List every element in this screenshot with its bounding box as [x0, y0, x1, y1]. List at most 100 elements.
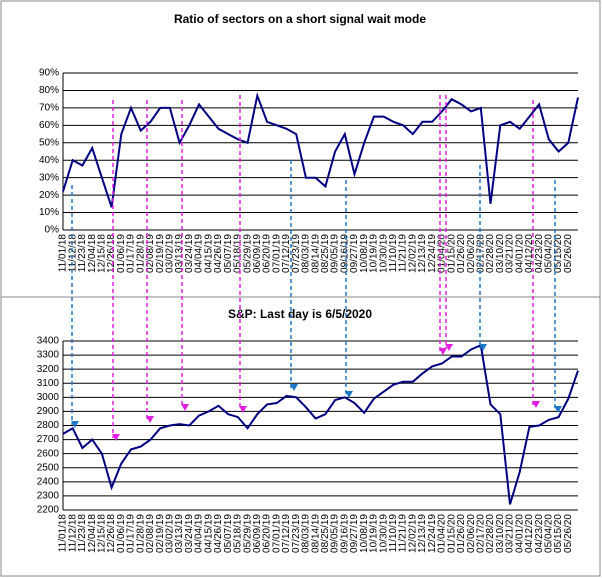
- x-tick-label: 10/19/19: [369, 234, 380, 273]
- x-tick-label: 04/04/19: [194, 234, 205, 273]
- y-tick-label: 2300: [37, 491, 60, 502]
- x-tick-label: 09/05/19: [330, 234, 341, 273]
- y-tick-label: 2600: [37, 448, 60, 459]
- x-tick-label: 12/13/19: [417, 234, 428, 273]
- x-tick-label: 12/02/19: [407, 234, 418, 273]
- y-tick-label: 20%: [39, 190, 59, 201]
- x-tick-label: 01/28/19: [135, 234, 146, 273]
- x-tick-label: 06/09/19: [252, 514, 263, 553]
- x-tick-label: 08/03/19: [301, 514, 312, 553]
- x-tick-label: 03/13/19: [174, 514, 185, 553]
- x-tick-label: 09/16/19: [339, 234, 350, 273]
- x-tick-label: 05/29/19: [242, 234, 253, 273]
- x-tick-label: 05/18/19: [233, 234, 244, 273]
- x-tick-label: 12/24/19: [427, 234, 438, 273]
- x-tick-label: 11/01/18: [58, 514, 69, 553]
- x-tick-label: 12/15/18: [97, 514, 108, 553]
- x-tick-label: 05/29/19: [242, 514, 253, 553]
- x-tick-label: 01/26/20: [456, 234, 467, 273]
- x-tick-label: 12/15/18: [97, 234, 108, 273]
- y-tick-label: 10%: [39, 207, 59, 218]
- x-tick-label: 10/30/19: [378, 514, 389, 553]
- y-tick-label: 50%: [39, 137, 59, 148]
- x-tick-label: 10/08/19: [359, 234, 370, 273]
- x-tick-label: 01/04/20: [437, 514, 448, 553]
- x-tick-label: 01/06/19: [116, 234, 127, 273]
- x-tick-label: 12/26/18: [106, 234, 117, 273]
- x-tick-label: 07/01/19: [271, 514, 282, 553]
- x-tick-label: 11/01/18: [58, 234, 69, 273]
- x-tick-label: 11/10/19: [388, 514, 399, 553]
- x-tick-label: 04/15/19: [203, 514, 214, 553]
- x-tick-label: 10/08/19: [359, 514, 370, 553]
- x-tick-label: 02/06/20: [466, 514, 477, 553]
- y-tick-label: 2700: [37, 434, 60, 445]
- x-tick-label: 05/26/20: [563, 514, 574, 553]
- y-tick-label: 2200: [37, 505, 60, 516]
- x-tick-label: 05/04/20: [543, 234, 554, 273]
- y-tick-label: 3200: [37, 364, 60, 375]
- x-tick-label: 02/08/19: [145, 514, 156, 553]
- x-tick-label: 02/19/19: [155, 514, 166, 553]
- x-tick-label: 02/28/20: [485, 514, 496, 553]
- x-tick-label: 05/07/19: [223, 234, 234, 273]
- x-tick-label: 04/23/20: [534, 234, 545, 273]
- x-tick-label: 04/23/20: [534, 514, 545, 553]
- x-tick-label: 04/01/20: [514, 514, 525, 553]
- x-tick-label: 01/15/20: [446, 514, 457, 553]
- x-tick-label: 06/09/19: [252, 234, 263, 273]
- x-tick-label: 12/04/18: [87, 514, 98, 553]
- y-tick-label: 2400: [37, 476, 60, 487]
- chart-title: S&P: Last day is 6/5/2020: [228, 307, 372, 321]
- x-tick-label: 06/20/19: [262, 234, 273, 273]
- x-tick-label: 01/28/19: [135, 514, 146, 553]
- y-tick-label: 40%: [39, 155, 59, 166]
- x-tick-label: 02/17/20: [475, 514, 486, 553]
- y-tick-label: 2500: [37, 462, 60, 473]
- x-tick-label: 04/26/19: [213, 234, 224, 273]
- x-tick-label: 10/30/19: [378, 234, 389, 273]
- x-tick-label: 05/26/20: [563, 234, 574, 273]
- y-tick-label: 3400: [37, 336, 60, 347]
- y-tick-label: 3100: [37, 378, 60, 389]
- x-tick-label: 04/26/19: [213, 514, 224, 553]
- x-tick-label: 03/13/19: [174, 234, 185, 273]
- y-tick-label: 3000: [37, 392, 60, 403]
- x-tick-label: 01/26/20: [456, 514, 467, 553]
- x-tick-label: 01/06/19: [116, 514, 127, 553]
- y-tick-label: 3300: [37, 350, 60, 361]
- x-tick-label: 02/17/20: [475, 234, 486, 273]
- x-tick-label: 09/27/19: [349, 234, 360, 273]
- x-tick-label: 12/13/19: [417, 514, 428, 553]
- x-tick-label: 12/04/18: [87, 234, 98, 273]
- x-tick-label: 03/10/20: [495, 514, 506, 553]
- x-tick-label: 03/10/20: [495, 234, 506, 273]
- x-tick-label: 04/15/19: [203, 234, 214, 273]
- x-tick-label: 07/12/19: [281, 234, 292, 273]
- x-tick-label: 04/12/20: [524, 514, 535, 553]
- data-line: [62, 343, 579, 505]
- x-tick-label: 11/10/19: [388, 234, 399, 273]
- x-tick-label: 02/28/20: [485, 234, 496, 273]
- x-tick-label: 11/21/19: [398, 514, 409, 553]
- x-tick-label: 07/12/19: [281, 514, 292, 553]
- x-tick-label: 08/25/19: [320, 514, 331, 553]
- x-tick-label: 11/23/18: [77, 234, 88, 273]
- x-tick-label: 03/21/20: [505, 514, 516, 553]
- x-tick-label: 02/08/19: [145, 234, 156, 273]
- x-tick-label: 01/15/20: [446, 234, 457, 273]
- x-tick-label: 04/04/19: [194, 514, 205, 553]
- x-tick-label: 05/07/19: [223, 514, 234, 553]
- x-tick-label: 02/19/19: [155, 234, 166, 273]
- y-tick-label: 70%: [39, 103, 59, 114]
- x-tick-label: 03/24/19: [184, 514, 195, 553]
- x-tick-label: 10/19/19: [369, 514, 380, 553]
- x-tick-label: 11/21/19: [398, 234, 409, 273]
- x-tick-label: 05/15/20: [553, 234, 564, 273]
- x-tick-label: 01/04/20: [437, 234, 448, 273]
- x-tick-label: 06/20/19: [262, 514, 273, 553]
- y-tick-label: 2900: [37, 406, 60, 417]
- x-tick-label: 12/02/19: [407, 514, 418, 553]
